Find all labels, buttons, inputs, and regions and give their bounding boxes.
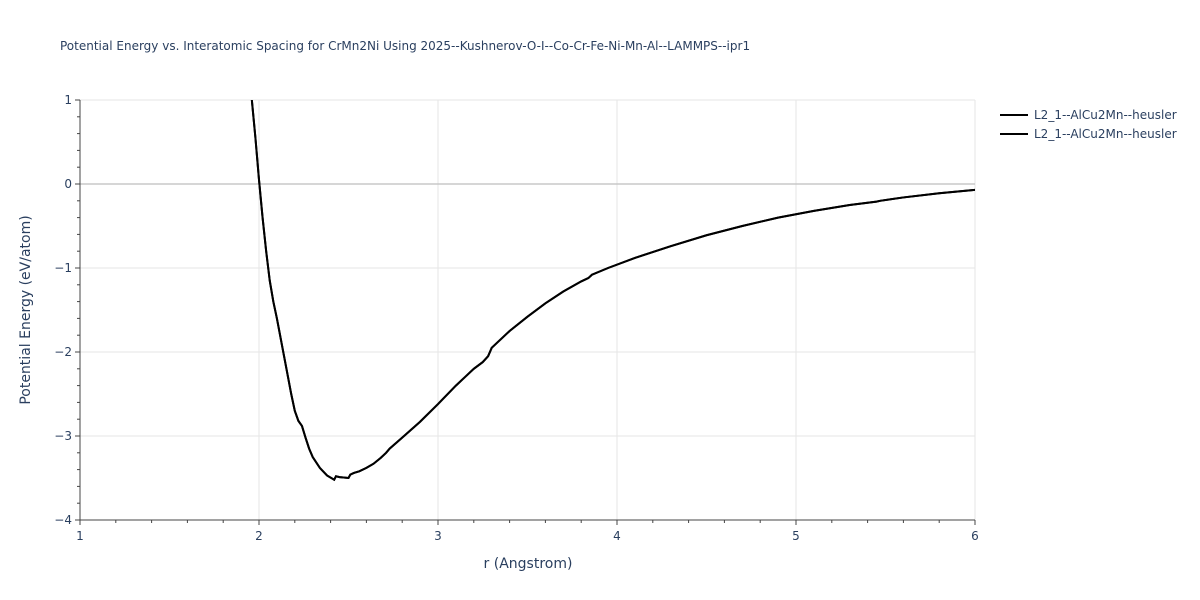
- x-tick-label: 2: [255, 529, 263, 543]
- y-axis-label: Potential Energy (eV/atom): [18, 215, 34, 404]
- x-tick-label: 1: [76, 529, 84, 543]
- legend: L2_1--AlCu2Mn--heusler L2_1--AlCu2Mn--heu…: [1000, 108, 1177, 141]
- chart-title: Potential Energy vs. Interatomic Spacing…: [60, 39, 750, 53]
- x-tick-label: 5: [792, 529, 800, 543]
- y-tick-label: 1: [64, 93, 72, 107]
- tick-labels: 1 2 3 4 5 6 −4 −3 −2 −1 0 1: [54, 93, 979, 543]
- x-tick-label: 6: [971, 529, 979, 543]
- x-tick-label: 3: [434, 529, 442, 543]
- plot-area: [250, 100, 975, 482]
- x-tick-label: 4: [613, 529, 621, 543]
- legend-label-2: L2_1--AlCu2Mn--heusler: [1034, 127, 1177, 141]
- y-tick-label: −1: [54, 261, 72, 275]
- series-line-2: [250, 100, 975, 482]
- axes: [75, 99, 976, 525]
- y-tick-label: −4: [54, 513, 72, 527]
- y-tick-label: −2: [54, 345, 72, 359]
- y-tick-label: 0: [64, 177, 72, 191]
- legend-label-1: L2_1--AlCu2Mn--heusler: [1034, 108, 1177, 122]
- x-axis-label: r (Angstrom): [484, 556, 573, 572]
- y-tick-label: −3: [54, 429, 72, 443]
- grid-lines: [80, 99, 976, 520]
- series-line-1: [250, 100, 975, 482]
